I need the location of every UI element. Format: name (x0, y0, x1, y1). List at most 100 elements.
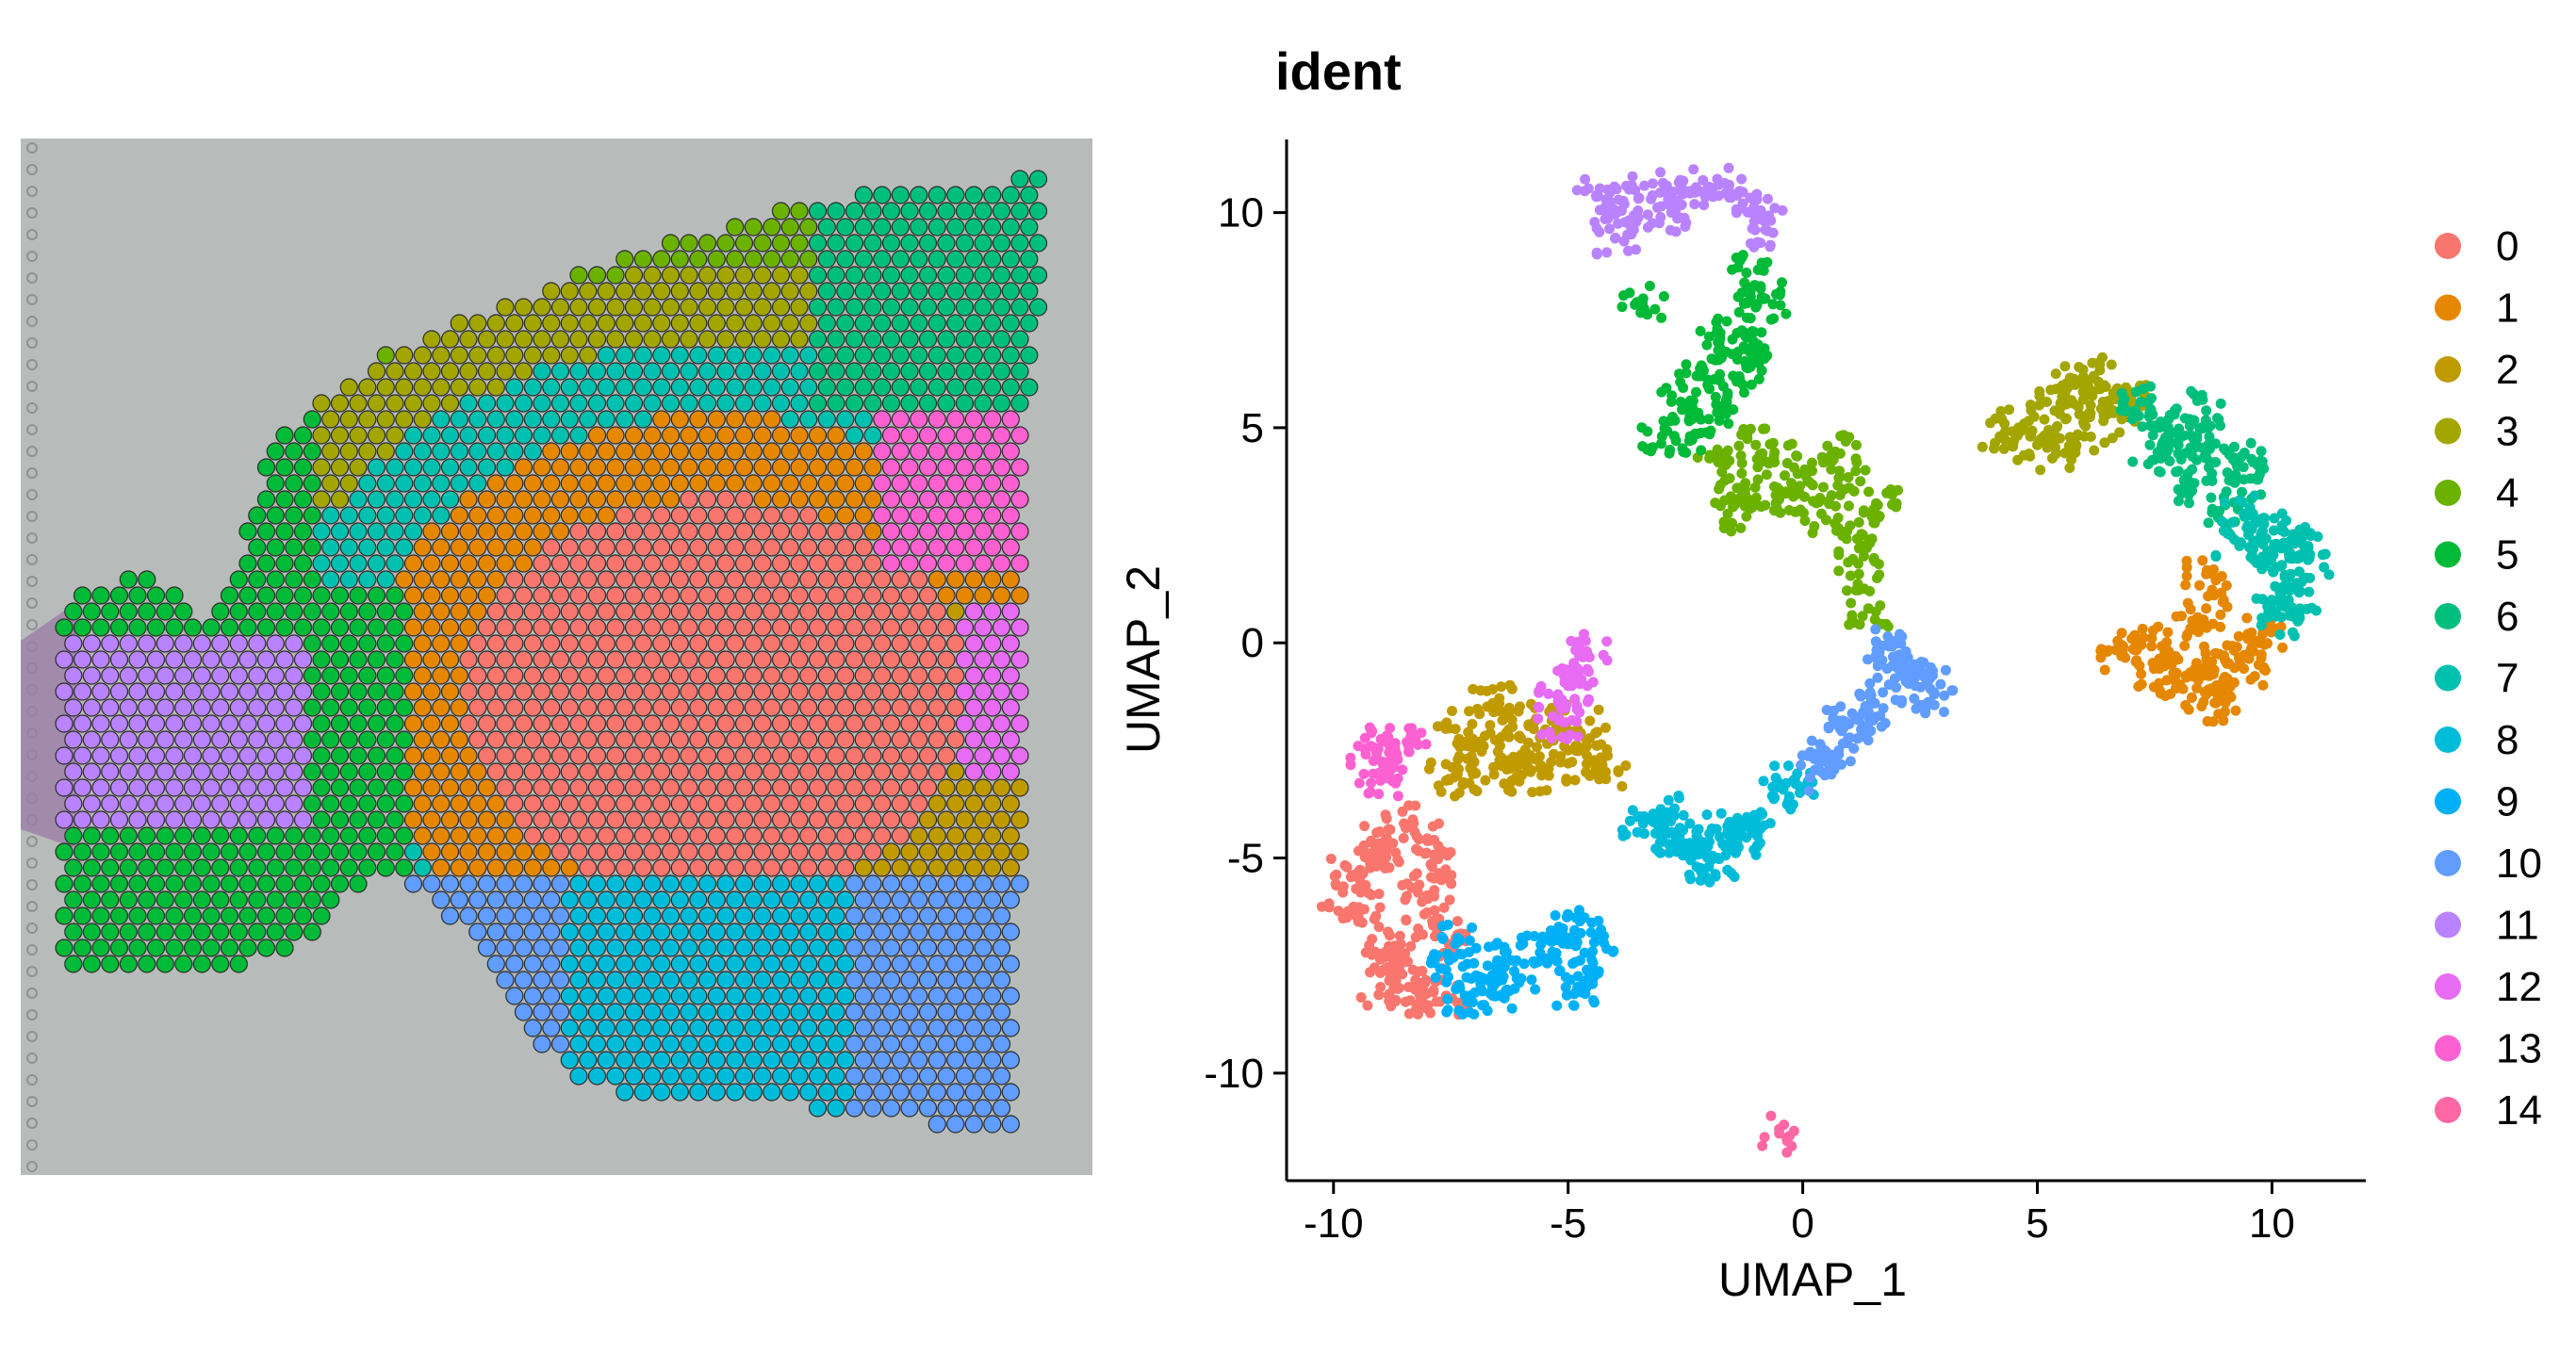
tissue-spot-cluster-11 (119, 698, 138, 717)
tissue-spot-cluster-8 (780, 955, 799, 973)
tissue-spot-cluster-2 (937, 842, 956, 861)
tissue-spot-cluster-5 (266, 474, 285, 493)
point-cluster-7 (2293, 566, 2305, 578)
tissue-spot-cluster-3 (753, 298, 772, 317)
tissue-spot-cluster-0 (587, 618, 607, 637)
point-cluster-5 (1662, 425, 1673, 436)
tissue-spot-cluster-0 (836, 634, 855, 653)
tissue-spot-cluster-11 (91, 714, 110, 733)
tissue-spot-cluster-0 (496, 682, 515, 701)
tissue-spot-cluster-10 (927, 1115, 946, 1134)
tissue-spot-cluster-6 (955, 234, 975, 253)
tissue-spot-cluster-1 (422, 714, 441, 733)
tissue-spot-cluster-7 (661, 394, 681, 413)
tissue-spot-cluster-0 (780, 634, 799, 653)
tissue-spot-cluster-6 (1028, 298, 1048, 317)
tissue-spot-cluster-8 (652, 955, 671, 973)
tissue-spot-cluster-11 (55, 778, 74, 797)
tissue-spot-cluster-3 (716, 330, 735, 349)
tissue-spot-cluster-0 (633, 698, 652, 717)
tissue-spot-cluster-11 (73, 746, 92, 765)
point-cluster-1 (2208, 686, 2220, 697)
point-cluster-5 (1711, 317, 1722, 328)
point-cluster-1 (2161, 675, 2173, 686)
tissue-spot-cluster-7 (403, 490, 423, 509)
point-cluster-0 (1398, 833, 1409, 843)
tissue-spot-cluster-1 (771, 458, 791, 477)
tissue-spot-cluster-0 (790, 746, 809, 765)
tissue-spot-cluster-3 (697, 298, 717, 317)
tissue-spot-cluster-0 (550, 650, 570, 669)
tissue-spot-cluster-10 (845, 971, 864, 989)
tissue-spot-cluster-3 (550, 298, 570, 317)
point-cluster-2 (1569, 775, 1581, 786)
tissue-spot-cluster-8 (799, 955, 818, 973)
point-cluster-5 (1712, 407, 1723, 418)
tissue-spot-cluster-3 (643, 298, 662, 317)
tissue-spot-cluster-5 (119, 890, 138, 909)
tissue-spot-cluster-10 (955, 939, 975, 957)
tissue-spot-cluster-3 (459, 330, 478, 349)
tissue-spot-cluster-11 (174, 762, 193, 781)
tissue-spot-cluster-1 (432, 666, 451, 685)
point-cluster-5 (1745, 361, 1756, 372)
point-cluster-2 (1508, 751, 1519, 762)
point-cluster-4 (1834, 489, 1846, 500)
tissue-spot-cluster-0 (734, 522, 754, 541)
tissue-spot-cluster-10 (992, 906, 1011, 925)
tissue-spot-cluster-10 (983, 1115, 1002, 1134)
tissue-spot-cluster-3 (579, 282, 598, 301)
tissue-spot-cluster-7 (395, 538, 414, 557)
tissue-spot-cluster-3 (486, 314, 505, 333)
point-cluster-7 (2305, 528, 2316, 539)
tissue-spot-cluster-0 (763, 794, 781, 813)
tissue-spot-cluster-3 (312, 426, 331, 445)
tissue-spot-cluster-13 (937, 554, 956, 573)
point-cluster-8 (1748, 809, 1760, 821)
point-cluster-11 (1610, 232, 1621, 243)
tissue-spot-cluster-8 (606, 906, 625, 925)
tissue-spot-cluster-0 (643, 682, 662, 701)
tissue-spot-cluster-8 (643, 874, 662, 893)
tissue-spot-cluster-0 (680, 650, 698, 669)
tissue-spot-cluster-7 (734, 362, 754, 381)
tissue-spot-cluster-0 (689, 762, 708, 781)
tissue-spot-cluster-0 (881, 650, 901, 669)
point-cluster-4 (1799, 515, 1811, 527)
tissue-spot-cluster-1 (550, 458, 570, 477)
point-cluster-4 (1864, 585, 1876, 596)
tissue-spot-cluster-0 (873, 602, 892, 621)
tissue-spot-cluster-6 (900, 330, 919, 349)
point-cluster-7 (2225, 530, 2236, 541)
tissue-spot-cluster-5 (91, 842, 110, 861)
tissue-spot-cluster-12 (974, 714, 993, 733)
tissue-spot-cluster-0 (606, 522, 625, 541)
tissue-spot-cluster-10 (505, 955, 524, 973)
tissue-spot-cluster-8 (817, 955, 836, 973)
tissue-spot-cluster-3 (523, 314, 542, 333)
tissue-spot-cluster-7 (440, 490, 460, 509)
tissue-spot-cluster-0 (771, 842, 791, 861)
point-cluster-8 (1710, 869, 1721, 880)
point-cluster-12 (1572, 731, 1583, 743)
tissue-spot-cluster-0 (569, 522, 588, 541)
tissue-spot-cluster-10 (1001, 1019, 1020, 1037)
tissue-spot-cluster-0 (716, 714, 735, 733)
point-cluster-7 (2256, 594, 2268, 605)
tissue-spot-cluster-0 (808, 650, 828, 669)
point-cluster-5 (1746, 379, 1757, 390)
point-cluster-5 (1638, 302, 1649, 314)
tissue-spot-cluster-0 (817, 858, 836, 877)
tissue-spot-cluster-8 (808, 1035, 828, 1053)
tissue-spot-cluster-1 (689, 410, 708, 429)
point-cluster-9 (1585, 927, 1597, 939)
tissue-spot-cluster-5 (256, 522, 276, 541)
tissue-spot-cluster-11 (138, 634, 156, 653)
tissue-spot-cluster-10 (955, 1099, 975, 1118)
tissue-spot-cluster-5 (367, 682, 386, 701)
tissue-spot-cluster-0 (514, 714, 533, 733)
point-cluster-8 (1770, 773, 1781, 783)
tissue-spot-cluster-0 (910, 794, 928, 813)
tissue-spot-cluster-5 (248, 922, 267, 941)
tissue-spot-cluster-0 (799, 794, 818, 813)
